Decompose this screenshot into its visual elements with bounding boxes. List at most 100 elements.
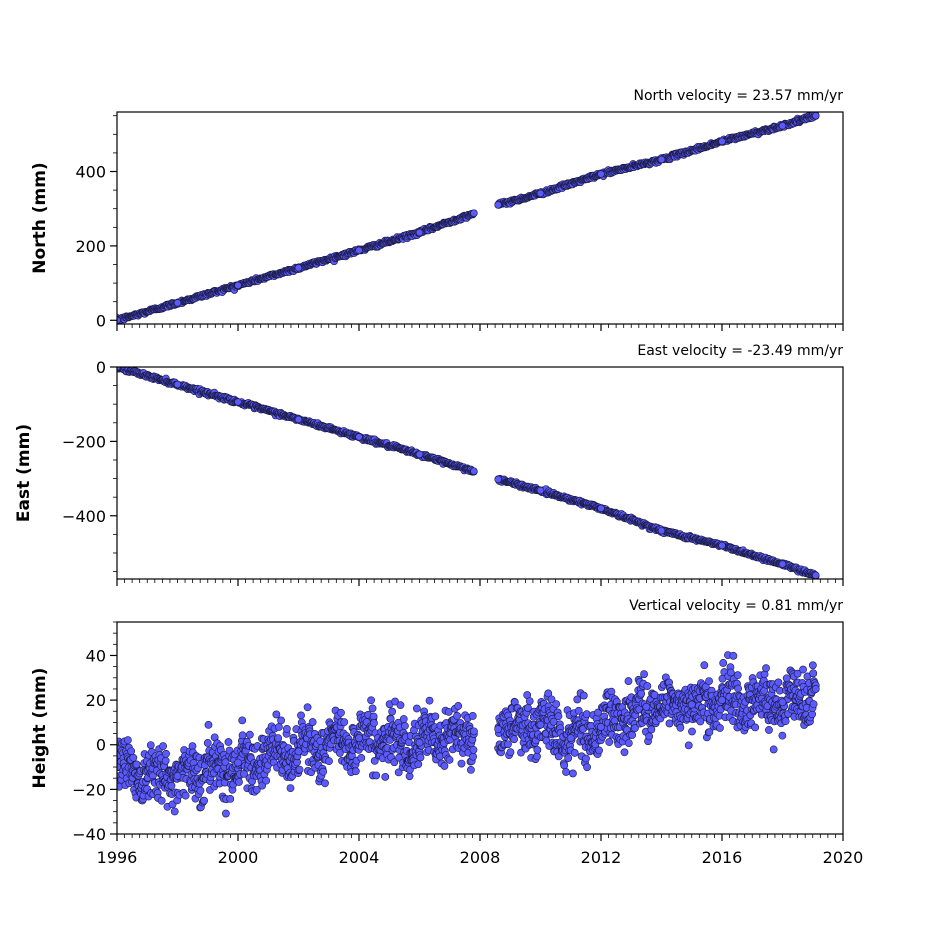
height-point [391, 697, 399, 706]
height-point [240, 769, 248, 778]
height-point [204, 720, 213, 729]
height-point [337, 708, 345, 717]
height-point [640, 670, 648, 679]
north-point [173, 299, 182, 307]
height-point [811, 685, 820, 693]
height-point [196, 786, 205, 795]
height-point [525, 697, 534, 705]
height-y-tick-label: 0 [96, 736, 106, 755]
height-point [468, 712, 477, 720]
height-point [573, 695, 582, 704]
height-point [161, 756, 170, 765]
height-point [381, 772, 390, 781]
height-point [809, 700, 818, 709]
height-point [665, 719, 674, 728]
height-point [808, 661, 817, 670]
north-point [117, 316, 121, 324]
height-point [719, 659, 728, 667]
east-point [657, 526, 666, 535]
height-point [170, 807, 179, 816]
east-markers [117, 367, 820, 579]
height-point [440, 762, 449, 770]
height-point [552, 700, 561, 709]
height-point [425, 696, 434, 705]
height-point [733, 671, 742, 680]
north-point [718, 137, 726, 146]
height-point [295, 765, 304, 774]
height-point [628, 731, 636, 739]
height-point [431, 712, 440, 721]
height-point [700, 661, 709, 670]
height-point [234, 758, 242, 767]
height-point [510, 735, 519, 744]
height-point [751, 723, 760, 732]
height-y-axis-label: Height (mm) [30, 668, 50, 789]
height-point [729, 651, 738, 660]
height-point [734, 684, 742, 693]
height-point [570, 749, 579, 757]
east-point [597, 504, 605, 513]
height-point [367, 696, 375, 705]
north-point [494, 201, 502, 209]
height-markers [117, 651, 820, 818]
height-point [506, 748, 515, 757]
height-point [809, 669, 818, 678]
height-x-tick-label: 2008 [460, 848, 501, 867]
height-point [687, 700, 696, 709]
east-point [173, 380, 182, 389]
height-point [684, 741, 693, 750]
height-point [774, 678, 783, 687]
height-point [643, 682, 652, 690]
height-point [781, 717, 790, 726]
height-x-tick-label: 2000 [218, 848, 259, 867]
height-point [560, 761, 569, 770]
east-y-tick-label: 0 [96, 358, 106, 377]
height-point [718, 696, 726, 705]
height-point [157, 796, 166, 805]
height-point [167, 781, 176, 790]
north-point [657, 155, 666, 164]
height-point [445, 755, 454, 764]
east-y-tick-label: −400 [62, 507, 106, 526]
height-velocity-title: Vertical velocity = 0.81 mm/yr [629, 598, 843, 614]
height-point [394, 768, 403, 777]
panel-east: 0 −200 −400 East (mm) East velocity = -23.49… [14, 343, 844, 586]
height-point [705, 728, 714, 737]
north-point [294, 264, 303, 272]
height-point [203, 739, 212, 747]
height-point [470, 727, 478, 736]
height-point [399, 715, 408, 723]
height-point [778, 731, 787, 740]
east-point [778, 560, 787, 568]
east-point [812, 571, 820, 579]
height-x-tick-label: 2012 [581, 848, 622, 867]
height-point [388, 707, 397, 716]
height-point [159, 742, 167, 751]
height-point [637, 689, 646, 698]
height-y-tick-label: −20 [72, 780, 106, 799]
north-point [778, 122, 787, 130]
height-point [579, 691, 588, 700]
north-point [415, 228, 424, 237]
height-point [547, 695, 556, 704]
east-point [470, 467, 478, 475]
height-point [127, 747, 136, 756]
east-point [415, 450, 424, 459]
height-point [390, 758, 399, 767]
height-point [769, 745, 778, 754]
east-point [294, 415, 303, 424]
height-point [620, 748, 629, 757]
east-y-tick-label: −200 [62, 432, 106, 451]
height-point [415, 738, 424, 747]
height-point [303, 703, 312, 712]
height-point [782, 674, 791, 683]
height-point [200, 796, 209, 805]
height-point [467, 765, 475, 774]
height-point [582, 710, 591, 719]
height-point [146, 741, 155, 749]
height-point [624, 677, 633, 685]
height-point [294, 747, 303, 756]
height-point [238, 716, 247, 725]
height-point [355, 734, 363, 742]
height-point [696, 717, 705, 726]
